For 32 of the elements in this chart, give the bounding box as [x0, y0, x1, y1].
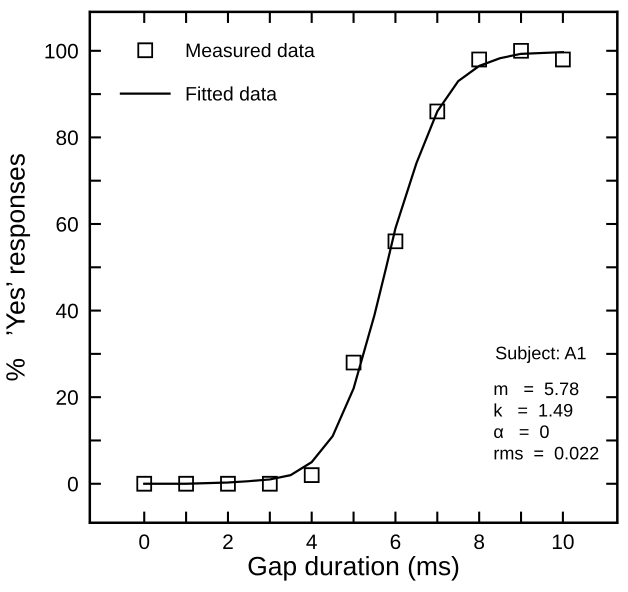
point [555, 52, 571, 68]
point [304, 467, 320, 483]
x-tick-label: 6 [390, 534, 400, 550]
annotation: m = 5.78 [494, 382, 578, 396]
point [471, 52, 488, 68]
point [136, 476, 152, 492]
y-tick-label: 100 [46, 44, 78, 59]
annotation: α = 0 [494, 425, 549, 438]
x-tick-label: 8 [474, 534, 484, 550]
point [178, 476, 194, 492]
point [513, 42, 529, 59]
x-tick-label: 10 [552, 534, 574, 550]
point [388, 233, 404, 250]
y-tick-label: 40 [56, 304, 78, 318]
x-tick-label: 4 [306, 534, 317, 549]
legend-label: Measured data [186, 42, 315, 58]
y-tick-label: 20 [56, 390, 78, 405]
x-axis-title: Gap duration (ms) [248, 556, 458, 581]
y-tick-label: 0 [68, 476, 78, 492]
y-tick-label: 60 [56, 216, 78, 232]
legend-label: Fitted data [186, 86, 277, 101]
annotation: rms = 0.022 [494, 446, 598, 460]
y-axis-title: % ’Yes’ responses [6, 154, 30, 381]
point [429, 104, 446, 120]
annotation: Subject: A1 [496, 346, 586, 363]
y-tick-label: 80 [56, 130, 78, 146]
x-tick-label: 2 [223, 534, 233, 549]
annotation: k = 1.49 [494, 403, 572, 417]
x-tick-label: 0 [139, 534, 150, 550]
point [346, 354, 362, 370]
point [220, 476, 236, 492]
point [262, 476, 278, 492]
